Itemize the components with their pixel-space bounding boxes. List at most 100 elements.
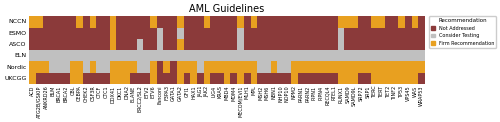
Bar	[405, 16, 411, 28]
Bar	[184, 50, 190, 61]
Bar	[398, 28, 405, 39]
Bar	[311, 73, 318, 84]
Bar	[324, 39, 331, 50]
Bar	[230, 61, 237, 73]
Bar	[338, 28, 344, 39]
Bar	[270, 39, 278, 50]
Bar	[130, 73, 136, 84]
Bar	[392, 61, 398, 73]
Bar	[210, 28, 217, 39]
Bar	[331, 61, 338, 73]
Bar	[110, 16, 116, 28]
Bar	[264, 50, 270, 61]
Bar	[56, 28, 63, 39]
Bar	[150, 61, 156, 73]
Bar	[63, 61, 70, 73]
Bar	[364, 61, 372, 73]
Bar	[204, 50, 210, 61]
Bar	[156, 16, 164, 28]
Bar	[418, 50, 425, 61]
Bar	[190, 16, 197, 28]
Bar	[311, 61, 318, 73]
Bar	[304, 61, 311, 73]
Bar	[76, 39, 83, 50]
Bar	[42, 28, 50, 39]
Bar	[204, 73, 210, 84]
Bar	[244, 61, 250, 73]
Bar	[264, 73, 270, 84]
Bar	[90, 39, 96, 50]
Bar	[250, 39, 258, 50]
Bar	[204, 39, 210, 50]
Bar	[258, 16, 264, 28]
Bar	[358, 39, 364, 50]
Bar	[150, 73, 156, 84]
Bar	[224, 16, 230, 28]
Bar	[110, 61, 116, 73]
Bar	[304, 39, 311, 50]
Bar	[103, 16, 110, 28]
Bar	[237, 61, 244, 73]
Bar	[230, 39, 237, 50]
Bar	[144, 16, 150, 28]
Bar	[30, 28, 36, 39]
Bar	[204, 61, 210, 73]
Bar	[398, 50, 405, 61]
Bar	[110, 39, 116, 50]
Bar	[318, 61, 324, 73]
Bar	[144, 28, 150, 39]
Bar	[418, 28, 425, 39]
Bar	[70, 39, 76, 50]
Bar	[230, 28, 237, 39]
Bar	[224, 73, 230, 84]
Bar	[70, 16, 76, 28]
Bar	[284, 28, 291, 39]
Bar	[405, 50, 411, 61]
Bar	[116, 50, 123, 61]
Bar	[372, 50, 378, 61]
Bar	[392, 28, 398, 39]
Bar	[70, 50, 76, 61]
Bar	[358, 50, 364, 61]
Bar	[123, 28, 130, 39]
Bar	[318, 39, 324, 50]
Bar	[217, 50, 224, 61]
Bar	[237, 39, 244, 50]
Bar	[123, 39, 130, 50]
Bar	[164, 61, 170, 73]
Bar	[36, 28, 43, 39]
Bar	[204, 28, 210, 39]
Bar	[372, 73, 378, 84]
Bar	[418, 61, 425, 73]
Bar	[96, 28, 103, 39]
Bar	[90, 50, 96, 61]
Bar	[110, 28, 116, 39]
Bar	[364, 28, 372, 39]
Bar	[244, 16, 250, 28]
Bar	[50, 73, 56, 84]
Bar	[398, 39, 405, 50]
Bar	[150, 28, 156, 39]
Bar	[30, 50, 36, 61]
Bar	[378, 50, 384, 61]
Bar	[358, 28, 364, 39]
Bar	[130, 61, 136, 73]
Bar	[90, 28, 96, 39]
Bar	[344, 50, 351, 61]
Bar	[418, 16, 425, 28]
Bar	[123, 73, 130, 84]
Bar	[123, 61, 130, 73]
Bar	[197, 28, 203, 39]
Bar	[36, 39, 43, 50]
Bar	[244, 50, 250, 61]
Bar	[344, 39, 351, 50]
Bar	[344, 61, 351, 73]
Bar	[338, 16, 344, 28]
Bar	[318, 16, 324, 28]
Bar	[110, 73, 116, 84]
Bar	[258, 28, 264, 39]
Bar	[264, 16, 270, 28]
Bar	[324, 28, 331, 39]
Bar	[204, 16, 210, 28]
Bar	[264, 39, 270, 50]
